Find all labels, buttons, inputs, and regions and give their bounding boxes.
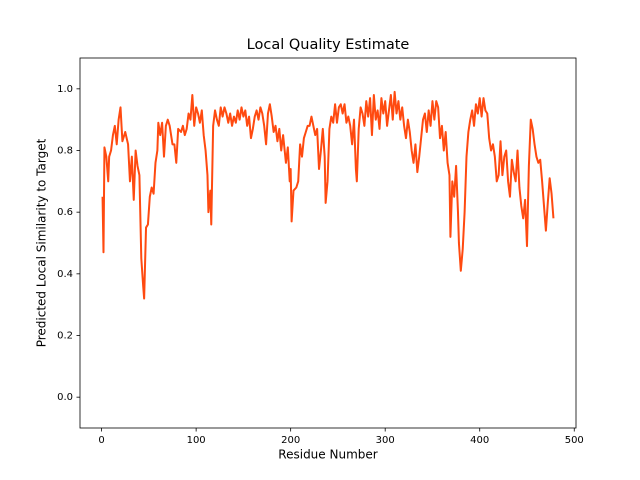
y-tick-label: 0.2: [57, 331, 73, 342]
y-tick-label: 0.0: [57, 392, 73, 403]
x-tick-label: 200: [281, 435, 300, 446]
y-tick-label: 0.8: [57, 146, 73, 157]
x-tick-label: 400: [470, 435, 489, 446]
x-tick-label: 0: [98, 435, 104, 446]
x-tick-label: 300: [376, 435, 395, 446]
y-tick-label: 0.6: [57, 207, 73, 218]
plot-frame: [79, 57, 577, 429]
chart-title: Local Quality Estimate: [247, 37, 410, 53]
x-axis-label: Residue Number: [278, 448, 377, 462]
x-tick-label: 500: [565, 435, 584, 446]
y-tick-label: 1.0: [57, 84, 73, 95]
x-tick-label: 100: [187, 435, 206, 446]
y-axis-label: Predicted Local Similarity to Target: [35, 138, 49, 347]
data-line: [101, 90, 555, 300]
y-tick-label: 0.4: [57, 269, 73, 280]
